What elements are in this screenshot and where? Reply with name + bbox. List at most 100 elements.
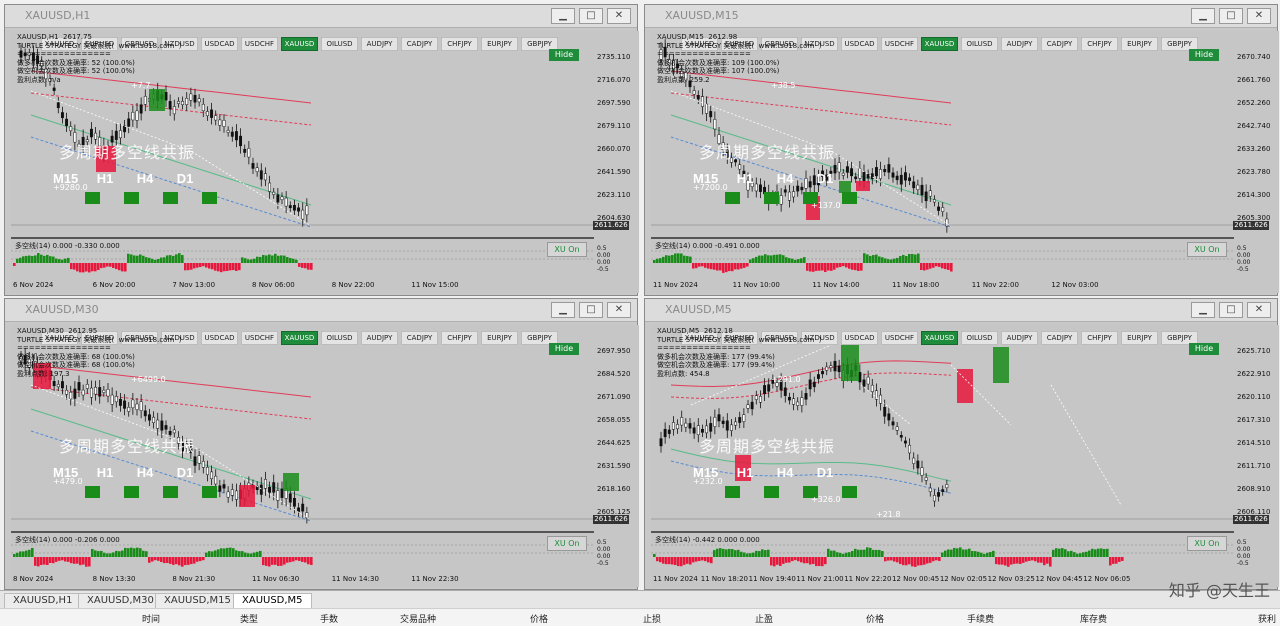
- col-swap[interactable]: 库存费: [1080, 615, 1108, 625]
- symbol-button-audjpy[interactable]: AUDJPY: [1001, 331, 1038, 345]
- symbol-button-oilusd[interactable]: OILUSD: [961, 37, 998, 51]
- symbol-button-chfjpy[interactable]: CHFJPY: [1081, 37, 1118, 51]
- col-sl[interactable]: 止损: [643, 615, 662, 625]
- tab-xauusd-m30[interactable]: XAUUSD,M30: [78, 593, 163, 609]
- close-button[interactable]: ✕: [607, 302, 631, 318]
- symbol-button-usdchf[interactable]: USDCHF: [881, 331, 918, 345]
- indicator-bar: [872, 549, 875, 557]
- symbol-button-gbpjpy[interactable]: GBPJPY: [1161, 331, 1198, 345]
- symbol-button-eurjpy[interactable]: EURJPY: [1121, 37, 1158, 51]
- col-type[interactable]: 类型: [240, 615, 259, 625]
- symbol-button-nzdusd[interactable]: NZDUSD: [161, 331, 198, 345]
- maximize-button[interactable]: □: [1219, 8, 1243, 24]
- symbol-button-audjpy[interactable]: AUDJPY: [361, 37, 398, 51]
- symbol-button-xauusd[interactable]: XAUUSD: [281, 37, 318, 51]
- symbol-button-gbpusd[interactable]: GBPUSD: [121, 37, 158, 51]
- xu-on-button[interactable]: XU On: [547, 536, 587, 551]
- symbol-button-gbpjpy[interactable]: GBPJPY: [1161, 37, 1198, 51]
- symbol-button-usdcad[interactable]: USDCAD: [841, 37, 878, 51]
- col-price2[interactable]: 价格: [866, 615, 885, 625]
- symbol-button-oilusd[interactable]: OILUSD: [321, 37, 358, 51]
- symbol-button-cadjpy[interactable]: CADJPY: [1041, 37, 1078, 51]
- symbol-button-usdcad[interactable]: USDCAD: [841, 331, 878, 345]
- symbol-button-gbpjpy[interactable]: GBPJPY: [521, 331, 558, 345]
- tab-xauusd-h1[interactable]: XAUUSD,H1: [4, 593, 82, 609]
- indicator-bar: [779, 254, 782, 263]
- price-tick-label: 2604.630: [597, 214, 631, 222]
- symbol-button-eurjpy[interactable]: EURJPY: [481, 37, 518, 51]
- symbol-button-usdchf[interactable]: USDCHF: [241, 331, 278, 345]
- symbol-button-cadjpy[interactable]: CADJPY: [401, 331, 438, 345]
- symbol-button-eurjpy[interactable]: EURJPY: [1121, 331, 1158, 345]
- symbol-button-usdcad[interactable]: USDCAD: [201, 331, 238, 345]
- indicator-bar: [247, 553, 250, 557]
- hide-button[interactable]: Hide: [549, 343, 579, 355]
- symbol-button-audjpy[interactable]: AUDJPY: [361, 331, 398, 345]
- symbol-button-xauusd[interactable]: XAUUSD: [41, 331, 78, 345]
- symbol-button-xauusd[interactable]: XAUUSD: [281, 331, 318, 345]
- xu-on-button[interactable]: XU On: [1187, 536, 1227, 551]
- symbol-button-eurjpy[interactable]: EURJPY: [481, 331, 518, 345]
- symbol-button-eurusd[interactable]: EURUSD: [721, 331, 758, 345]
- tab-xauusd-m5[interactable]: XAUUSD,M5: [233, 593, 312, 609]
- symbol-button-chfjpy[interactable]: CHFJPY: [441, 331, 478, 345]
- symbol-button-nzdusd[interactable]: NZDUSD: [801, 331, 838, 345]
- col-commission[interactable]: 手续费: [967, 615, 995, 625]
- symbol-button-nzdusd[interactable]: NZDUSD: [161, 37, 198, 51]
- col-time[interactable]: 时间: [142, 615, 161, 625]
- symbol-button-usdchf[interactable]: USDCHF: [881, 37, 918, 51]
- symbol-button-cadjpy[interactable]: CADJPY: [1041, 331, 1078, 345]
- indicator-bar: [686, 256, 689, 263]
- symbol-button-gbpusd[interactable]: GBPUSD: [761, 37, 798, 51]
- close-button[interactable]: ✕: [607, 8, 631, 24]
- symbol-button-cadjpy[interactable]: CADJPY: [401, 37, 438, 51]
- indicator-bar: [214, 550, 217, 557]
- symbol-button-eurusd[interactable]: EURUSD: [721, 37, 758, 51]
- hide-button[interactable]: Hide: [549, 49, 579, 61]
- indicator-bar: [1076, 553, 1079, 557]
- symbol-button-gbpusd[interactable]: GBPUSD: [761, 331, 798, 345]
- symbol-button-xauusd[interactable]: XAUUSD: [41, 37, 78, 51]
- indicator-bar: [884, 557, 887, 562]
- col-price[interactable]: 价格: [530, 615, 549, 625]
- symbol-button-xauusd[interactable]: XAUUSD: [681, 331, 718, 345]
- symbol-button-oilusd[interactable]: OILUSD: [961, 331, 998, 345]
- candle-body: [696, 425, 700, 435]
- symbol-button-audjpy[interactable]: AUDJPY: [1001, 37, 1038, 51]
- timeframe-status-square: [124, 192, 139, 204]
- hide-button[interactable]: Hide: [1189, 49, 1219, 61]
- maximize-button[interactable]: □: [1219, 302, 1243, 318]
- maximize-button[interactable]: □: [579, 302, 603, 318]
- col-profit[interactable]: 获利: [1258, 615, 1277, 625]
- symbol-button-oilusd[interactable]: OILUSD: [321, 331, 358, 345]
- symbol-button-nzdusd[interactable]: NZDUSD: [801, 37, 838, 51]
- col-symbol[interactable]: 交易品种: [400, 615, 437, 625]
- minimize-button[interactable]: ▁: [1191, 302, 1215, 318]
- symbol-button-chfjpy[interactable]: CHFJPY: [441, 37, 478, 51]
- minimize-button[interactable]: ▁: [551, 8, 575, 24]
- symbol-button-chfjpy[interactable]: CHFJPY: [1081, 331, 1118, 345]
- maximize-button[interactable]: □: [579, 8, 603, 24]
- col-tp[interactable]: 止盈: [755, 615, 774, 625]
- symbol-button-usdchf[interactable]: USDCHF: [241, 37, 278, 51]
- minimize-button[interactable]: ▁: [1191, 8, 1215, 24]
- hide-button[interactable]: Hide: [1189, 343, 1219, 355]
- symbol-button-xauusd[interactable]: XAUUSD: [681, 37, 718, 51]
- xu-on-button[interactable]: XU On: [547, 242, 587, 257]
- col-volume[interactable]: 手数: [320, 615, 339, 625]
- symbol-button-gbpusd[interactable]: GBPUSD: [121, 331, 158, 345]
- indicator-bar: [875, 549, 878, 557]
- minimize-button[interactable]: ▁: [551, 302, 575, 318]
- indicator-bar: [728, 263, 731, 272]
- symbol-button-usdcad[interactable]: USDCAD: [201, 37, 238, 51]
- symbol-button-eurusd[interactable]: EURUSD: [81, 331, 118, 345]
- symbol-button-xauusd[interactable]: XAUUSD: [921, 331, 958, 345]
- symbol-button-eurusd[interactable]: EURUSD: [81, 37, 118, 51]
- close-button[interactable]: ✕: [1247, 302, 1271, 318]
- xu-on-button[interactable]: XU On: [1187, 242, 1227, 257]
- close-button[interactable]: ✕: [1247, 8, 1271, 24]
- tab-xauusd-m15[interactable]: XAUUSD,M15: [155, 593, 240, 609]
- symbol-button-xauusd[interactable]: XAUUSD: [921, 37, 958, 51]
- price-tick-label: 2658.055: [597, 416, 631, 424]
- symbol-button-gbpjpy[interactable]: GBPJPY: [521, 37, 558, 51]
